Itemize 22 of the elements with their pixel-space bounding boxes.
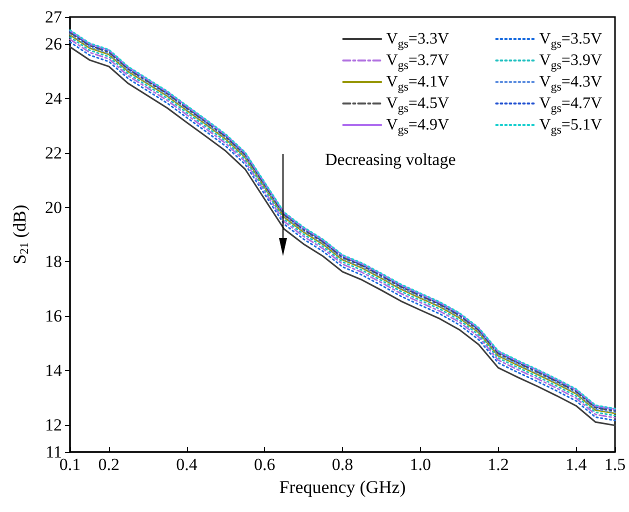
y-tick-label: 12	[45, 415, 62, 434]
x-axis-title: Frequency (GHz)	[279, 476, 406, 497]
x-tick-label: 0.8	[332, 455, 354, 474]
y-tick-label: 22	[45, 143, 62, 162]
y-tick-label: 18	[45, 252, 62, 272]
y-tick-label: 16	[45, 306, 62, 326]
y-tick-label: 24	[45, 89, 62, 108]
y-axis-title: S21 (dB)	[10, 204, 31, 264]
y-tick-label: 14	[45, 360, 62, 380]
y-tick-label: 26	[45, 34, 62, 54]
x-tick-label: 0.6	[254, 455, 276, 474]
x-tick-label: 1.4	[565, 455, 588, 474]
x-tick-label: 0.2	[98, 455, 120, 474]
x-tick-label: 1.2	[488, 455, 509, 474]
y-tick-label: 11	[46, 442, 62, 462]
x-tick-label: 0.1	[59, 455, 81, 474]
x-tick-label: 1.0	[410, 455, 431, 474]
y-tick-label: 20	[45, 198, 62, 217]
annotation: Decreasing voltage	[325, 150, 456, 170]
y-tick-label: 27	[45, 8, 62, 26]
x-tick-label: 1.5	[604, 455, 626, 474]
x-tick-label: 0.4	[176, 455, 198, 474]
